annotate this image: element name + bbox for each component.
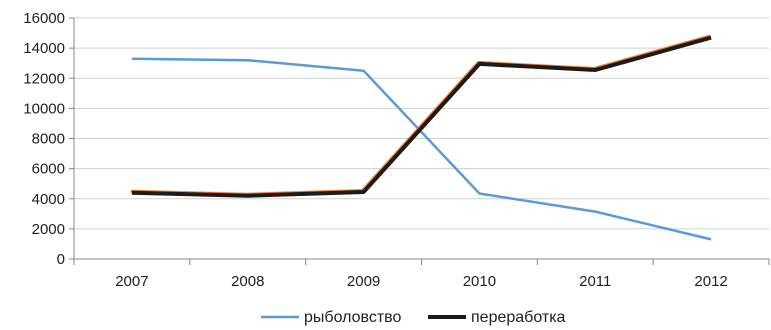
axes xyxy=(69,17,770,265)
gridlines xyxy=(74,17,769,230)
series-line-processing xyxy=(131,35,712,198)
y-tick-label: 12000 xyxy=(23,70,65,87)
y-tick-label: 6000 xyxy=(32,161,65,178)
legend: рыболовство переработка xyxy=(261,309,566,326)
x-tick-label-2008: 2008 xyxy=(231,273,264,290)
x-tick-label-2010: 2010 xyxy=(463,273,496,290)
x-tick-label-2007: 2007 xyxy=(115,273,148,290)
y-axis-tick-labels: 0 2000 4000 6000 8000 10000 12000 14000 16000 xyxy=(23,10,65,268)
y-tick-label: 0 xyxy=(57,251,65,268)
y-tick-label: 16000 xyxy=(23,10,65,27)
x-tick-label-2011: 2011 xyxy=(579,273,611,290)
legend-label-1: переработка xyxy=(471,309,566,326)
series-lines xyxy=(130,34,712,241)
x-tick-label-2012: 2012 xyxy=(694,273,727,290)
legend-label-0: рыболовство xyxy=(304,309,401,326)
x-axis-tick-labels: 2007 2008 2009 2010 2011 2012 xyxy=(115,273,728,290)
y-tick-label: 2000 xyxy=(32,221,65,238)
y-tick-label: 8000 xyxy=(32,131,65,148)
y-tick-label: 4000 xyxy=(32,191,65,208)
x-tick-label-2009: 2009 xyxy=(347,273,380,290)
y-tick-label: 14000 xyxy=(23,40,65,57)
series-line-fishing xyxy=(131,57,712,241)
y-tick-label: 10000 xyxy=(23,100,65,117)
